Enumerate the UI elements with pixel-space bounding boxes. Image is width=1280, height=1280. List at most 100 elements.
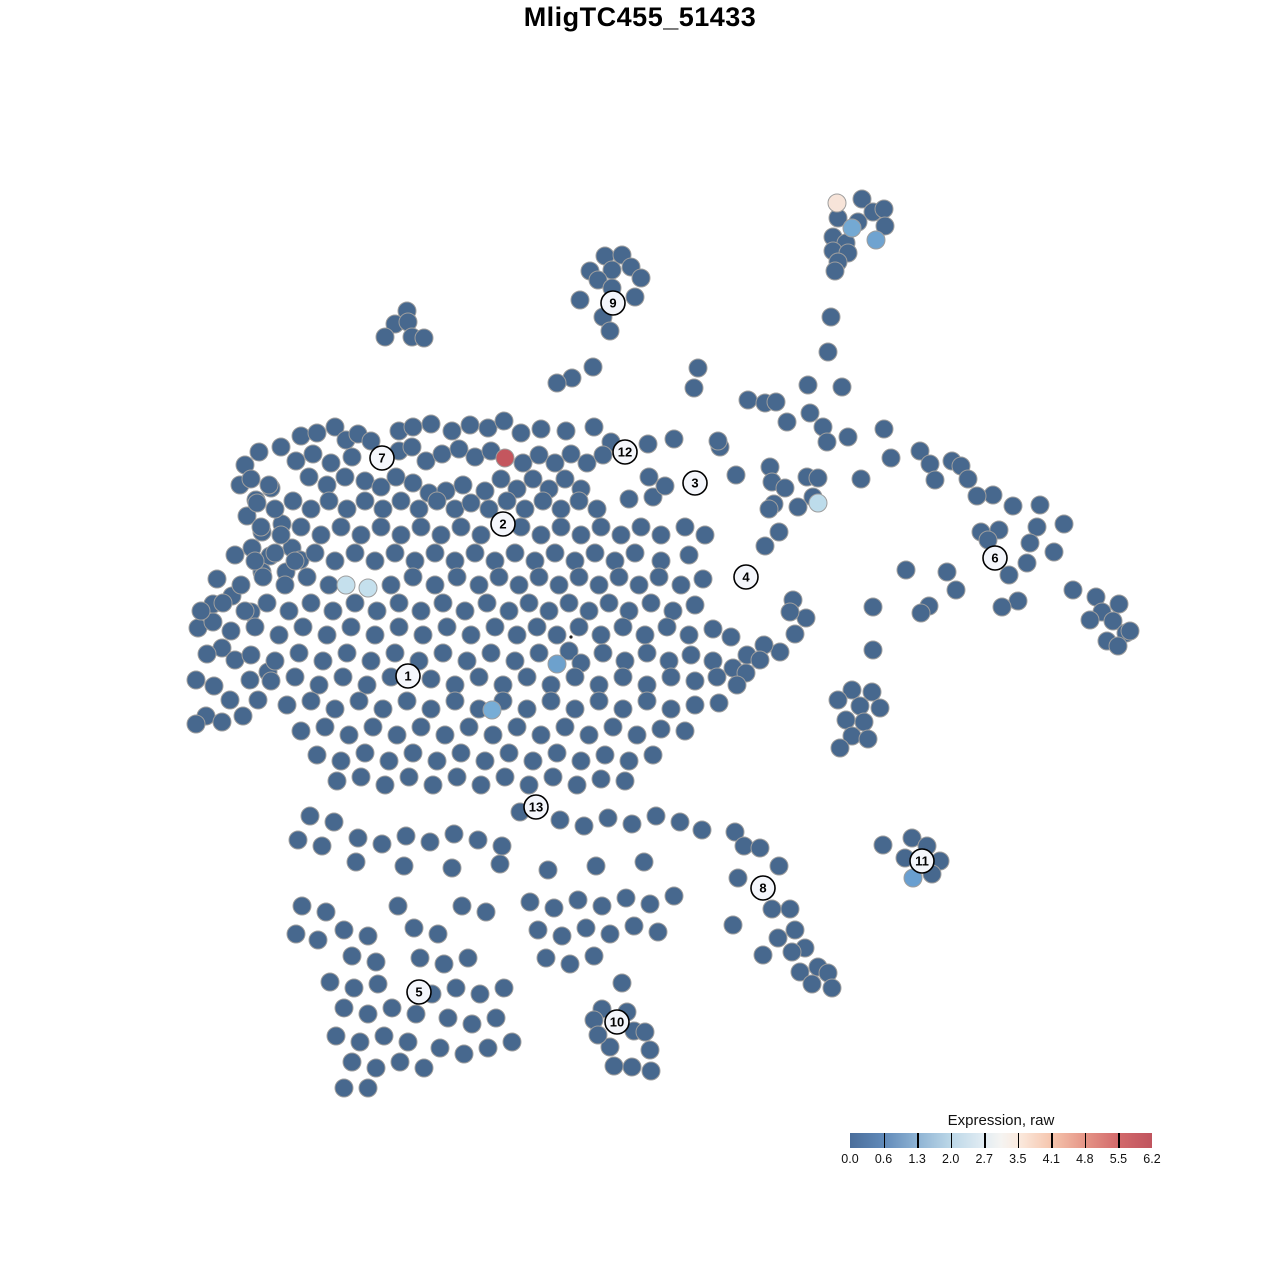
- data-point: [631, 268, 651, 288]
- data-point: [1054, 514, 1074, 534]
- data-point: [517, 667, 537, 687]
- data-point: [469, 575, 489, 595]
- data-point: [637, 675, 657, 695]
- data-point: [874, 199, 894, 219]
- data-point: [465, 447, 485, 467]
- data-point: [874, 419, 894, 439]
- data-point: [648, 922, 668, 942]
- data-point: [1103, 611, 1123, 631]
- data-point: [609, 567, 629, 587]
- data-point: [559, 593, 579, 613]
- data-point: [529, 445, 549, 465]
- data-point: [727, 675, 747, 695]
- data-point: [1027, 517, 1047, 537]
- data-point: [796, 608, 816, 628]
- cluster-label-circle-2: [490, 511, 516, 537]
- data-point: [399, 767, 419, 787]
- cluster-label-circle-9: [600, 290, 626, 316]
- data-point: [414, 1058, 434, 1078]
- data-point: [753, 945, 773, 965]
- cluster-label-circle-10: [604, 1009, 630, 1035]
- data-point: [967, 486, 987, 506]
- data-point: [762, 899, 782, 919]
- data-point: [435, 725, 455, 745]
- data-point: [331, 751, 351, 771]
- data-point: [768, 928, 788, 948]
- cluster-label-10: 10: [610, 1015, 624, 1030]
- data-point: [233, 706, 253, 726]
- data-point: [452, 896, 472, 916]
- data-point: [319, 575, 339, 595]
- data-point: [437, 617, 457, 637]
- data-point: [561, 444, 581, 464]
- data-point: [421, 414, 441, 434]
- data-point: [766, 392, 786, 412]
- data-point: [423, 775, 443, 795]
- data-point: [1109, 594, 1129, 614]
- data-point: [649, 567, 669, 587]
- data-point: [670, 812, 690, 832]
- data-point: [345, 543, 365, 563]
- cluster-label-6: 6: [991, 551, 998, 566]
- data-point: [911, 603, 931, 623]
- data-point: [593, 643, 613, 663]
- data-point: [577, 453, 597, 473]
- data-point: [769, 522, 789, 542]
- data-point: [675, 721, 695, 741]
- data-point: [513, 453, 533, 473]
- data-point: [550, 810, 570, 830]
- data-point: [589, 691, 609, 711]
- data-point: [671, 575, 691, 595]
- data-point: [301, 691, 321, 711]
- data-point: [365, 551, 385, 571]
- data-point: [574, 816, 594, 836]
- data-point: [485, 551, 505, 571]
- data-point: [297, 567, 317, 587]
- data-point: [235, 601, 255, 621]
- data-point: [253, 567, 273, 587]
- data-point: [334, 1078, 354, 1098]
- data-point: [664, 886, 684, 906]
- data-point: [547, 373, 567, 393]
- data-point: [385, 543, 405, 563]
- data-point: [552, 926, 572, 946]
- data-point: [434, 954, 454, 974]
- cluster-label-4: 4: [742, 570, 750, 585]
- data-point: [646, 806, 666, 826]
- data-point: [750, 650, 770, 670]
- data-point: [248, 690, 268, 710]
- data-point: [410, 948, 430, 968]
- data-point: [265, 499, 285, 519]
- data-point: [375, 327, 395, 347]
- data-point: [478, 418, 498, 438]
- data-point: [485, 617, 505, 637]
- data-point: [231, 575, 251, 595]
- data-point: [470, 984, 490, 1004]
- data-point: [311, 525, 331, 545]
- data-point: [335, 467, 355, 487]
- data-point: [444, 824, 464, 844]
- data-point: [910, 441, 930, 461]
- cluster-label-12: 12: [618, 445, 632, 460]
- data-point: [445, 691, 465, 711]
- cluster-label-circle-12: [612, 439, 638, 465]
- legend-tick-label: 2.0: [941, 1152, 960, 1166]
- data-point: [259, 475, 279, 495]
- data-point: [802, 974, 822, 994]
- data-point: [367, 601, 387, 621]
- data-point: [832, 377, 852, 397]
- data-point: [301, 499, 321, 519]
- data-point: [363, 717, 383, 737]
- data-point: [388, 896, 408, 916]
- data-point: [838, 427, 858, 447]
- data-point: [379, 751, 399, 771]
- data-point: [186, 714, 206, 734]
- data-point: [303, 444, 323, 464]
- data-point: [603, 717, 623, 737]
- data-point: [569, 491, 589, 511]
- data-point: [342, 1052, 362, 1072]
- data-point: [494, 978, 514, 998]
- data-point: [334, 998, 354, 1018]
- data-point: [519, 775, 539, 795]
